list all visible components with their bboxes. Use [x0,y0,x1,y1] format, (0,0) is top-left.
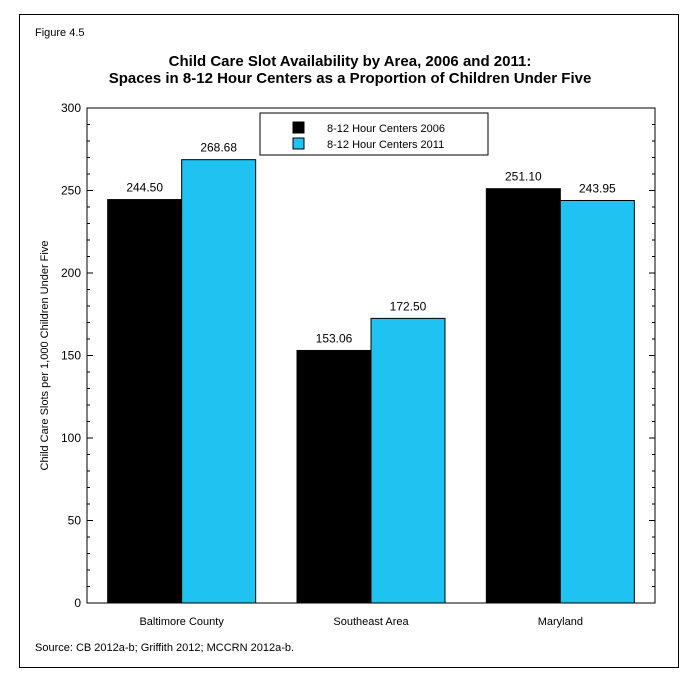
data-label: 153.06 [316,331,353,345]
legend-swatch-2006 [292,121,305,134]
legend-label: 8-12 Hour Centers 2006 [327,123,445,135]
bar-2006-1 [296,349,372,604]
source-note: Source: CB 2012a-b; Griffith 2012; MCCRN… [35,642,295,654]
x-tick-label: Baltimore County [139,616,224,628]
x-tick-label: Southeast Area [333,616,409,628]
y-tick-label: 300 [61,101,81,115]
data-label: 251.10 [505,170,542,184]
y-tick-label: 250 [61,184,81,198]
y-tick-label: 200 [61,266,81,280]
bars-layer [107,159,635,604]
figure-frame [19,14,679,668]
data-label: 243.95 [579,181,616,195]
data-label: 172.50 [390,299,427,313]
bar-2011-1 [370,317,446,604]
bar-2006-0 [107,199,183,604]
figure-label: Figure 4.5 [35,27,85,39]
y-tick-label: 100 [61,431,81,445]
bar-2011-0 [181,159,257,604]
y-tick-label: 50 [68,514,82,528]
axis-ticks [87,107,655,604]
labels-layer: 244.50 268.68 Baltimore County 153.06 172.50… [39,101,616,628]
data-label: 244.50 [126,181,163,195]
legend: 8-12 Hour Centers 2006 8-12 Hour Centers … [259,112,489,156]
y-tick-label: 150 [61,349,81,363]
x-tick-label: Maryland [538,616,583,628]
chart-subtitle: Spaces in 8-12 Hour Centers as a Proport… [108,70,592,87]
y-axis-label: Child Care Slots per 1,000 Children Unde… [39,241,51,471]
data-label: 268.68 [200,141,237,155]
legend-label: 8-12 Hour Centers 2011 [327,139,444,151]
bar-2011-2 [559,199,635,604]
legend-swatch-2011 [292,137,305,150]
bar-2006-2 [485,188,561,604]
chart-title: Child Care Slot Availability by Area, 20… [168,53,532,70]
y-tick-label: 0 [74,596,81,610]
